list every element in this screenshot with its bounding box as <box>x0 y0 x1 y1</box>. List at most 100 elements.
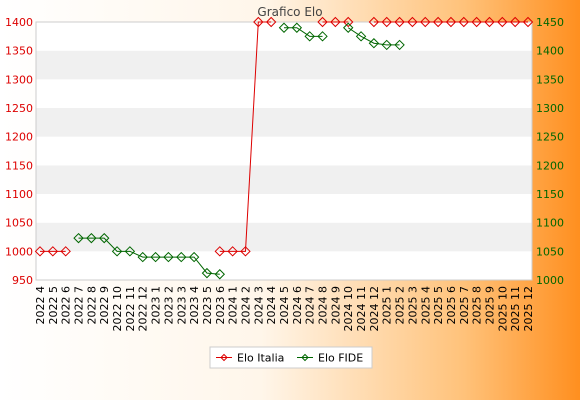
y-right-tick-label: 1150 <box>536 188 564 201</box>
grid-band <box>36 22 532 51</box>
y-right-tick-label: 1200 <box>536 159 564 172</box>
legend: Elo Italia Elo FIDE <box>209 346 373 369</box>
data-point-elo-fide <box>124 246 136 257</box>
x-tick-label: 2024 4 <box>265 286 278 325</box>
data-point-elo-fide <box>99 232 110 244</box>
data-point-elo-italia <box>330 16 341 28</box>
grid-band <box>36 136 532 166</box>
legend-marker-elo-fide <box>301 353 309 362</box>
data-point-elo-italia <box>497 16 508 28</box>
data-point-elo-italia <box>240 246 251 257</box>
x-tick-label: 2025 1 <box>381 286 394 325</box>
x-tick-label: 2025 2 <box>394 286 407 325</box>
data-point-elo-fide <box>317 31 328 42</box>
data-point-elo-italia <box>394 16 405 28</box>
y-right-tick-label: 1300 <box>536 102 564 115</box>
x-tick-label: 2022 11 <box>124 286 137 332</box>
x-tick-label: 2024 7 <box>304 286 317 325</box>
data-point-elo-italia <box>432 16 444 28</box>
x-tick-label: 2023 1 <box>150 286 163 325</box>
y-left-tick-label: 1350 <box>5 45 33 58</box>
y-left-tick-label: 1050 <box>5 217 33 230</box>
x-tick-label: 2023 4 <box>188 286 201 325</box>
data-point-elo-fide <box>291 22 303 33</box>
series-layer <box>34 16 534 280</box>
data-point-elo-italia <box>381 16 392 28</box>
y-left-tick-label: 1300 <box>5 73 33 86</box>
y-left-tick-label: 1200 <box>5 131 33 144</box>
x-tick-label: 2022 8 <box>85 286 98 325</box>
data-point-elo-italia <box>471 16 482 28</box>
x-tick-label: 2024 12 <box>368 286 381 332</box>
x-tick-label: 2025 5 <box>432 286 445 325</box>
data-point-elo-fide <box>176 251 187 263</box>
data-point-elo-fide <box>304 31 315 42</box>
legend-marker-elo-italia <box>220 353 228 362</box>
x-tick-label: 2023 5 <box>201 286 214 325</box>
x-tick-label: 2024 1 <box>227 286 240 325</box>
series-line-elo-fide <box>284 27 323 37</box>
data-point-elo-fide <box>278 22 290 33</box>
grid-band <box>36 50 532 80</box>
legend-label-elo-fide: Elo FIDE <box>318 352 363 365</box>
y-right-tick-label: 1000 <box>536 274 564 287</box>
data-point-elo-fide <box>214 269 225 280</box>
x-tick-label: 2022 7 <box>73 286 86 325</box>
x-tick-label: 2025 12 <box>522 286 535 332</box>
y-right-tick-label: 1250 <box>536 131 564 144</box>
data-point-elo-italia <box>227 246 238 257</box>
data-point-elo-fide <box>163 251 174 263</box>
data-point-elo-italia <box>317 16 328 28</box>
y-left-tick-label: 1250 <box>5 102 33 115</box>
data-point-elo-italia <box>265 16 277 28</box>
data-point-elo-fide <box>188 251 200 263</box>
data-point-elo-fide <box>150 251 161 263</box>
grid-band <box>36 108 532 137</box>
x-tick-label: 2025 8 <box>471 286 484 325</box>
plot-border <box>35 21 533 281</box>
data-point-elo-italia <box>214 246 225 257</box>
data-point-elo-italia <box>47 246 59 257</box>
data-point-elo-fide <box>201 267 213 279</box>
x-tick-label: 2024 3 <box>252 286 265 325</box>
chart-title: Grafico Elo <box>257 5 322 19</box>
legend-label-elo-italia: Elo Italia <box>237 352 284 365</box>
legend-box <box>209 346 373 369</box>
y-left-tick-label: 1400 <box>5 16 33 29</box>
y-right-tick-label: 1450 <box>536 16 564 29</box>
data-point-elo-fide <box>86 232 97 244</box>
y-right-tick-label: 1400 <box>536 45 564 58</box>
grid-band <box>36 251 532 280</box>
grid-band <box>36 79 532 108</box>
data-point-elo-fide <box>111 246 123 257</box>
x-tick-label: 2022 9 <box>98 286 111 325</box>
data-point-elo-italia <box>253 16 264 28</box>
plot-area <box>35 21 533 281</box>
x-tick-label: 2022 5 <box>47 286 60 325</box>
y-right-tick-label: 1350 <box>536 73 564 86</box>
grid-band <box>36 194 532 223</box>
x-tick-label: 2025 6 <box>445 286 458 325</box>
data-point-elo-fide <box>394 39 405 51</box>
x-tick-label: 2024 5 <box>278 286 291 325</box>
data-point-elo-italia <box>407 16 418 28</box>
y-left-tick-label: 1150 <box>5 159 33 172</box>
data-point-elo-italia <box>522 16 534 28</box>
x-tick-label: 2023 2 <box>162 286 175 325</box>
x-tick-label: 2022 6 <box>60 286 73 325</box>
data-point-elo-italia <box>368 16 380 28</box>
data-point-elo-italia <box>509 16 521 28</box>
x-tick-label: 2023 3 <box>175 286 188 325</box>
x-tick-label: 2025 4 <box>419 286 432 325</box>
x-tick-label: 2024 2 <box>239 286 252 325</box>
x-tick-label: 2024 6 <box>291 286 304 325</box>
data-point-elo-italia <box>484 16 495 28</box>
x-tick-label: 2024 9 <box>329 286 342 325</box>
x-tick-label: 2024 8 <box>317 286 330 325</box>
data-point-elo-italia <box>34 246 46 257</box>
x-tick-label: 2025 10 <box>496 286 509 332</box>
x-tick-label: 2023 6 <box>214 286 227 325</box>
x-tick-label: 2025 3 <box>406 286 419 325</box>
data-point-elo-fide <box>137 251 148 263</box>
